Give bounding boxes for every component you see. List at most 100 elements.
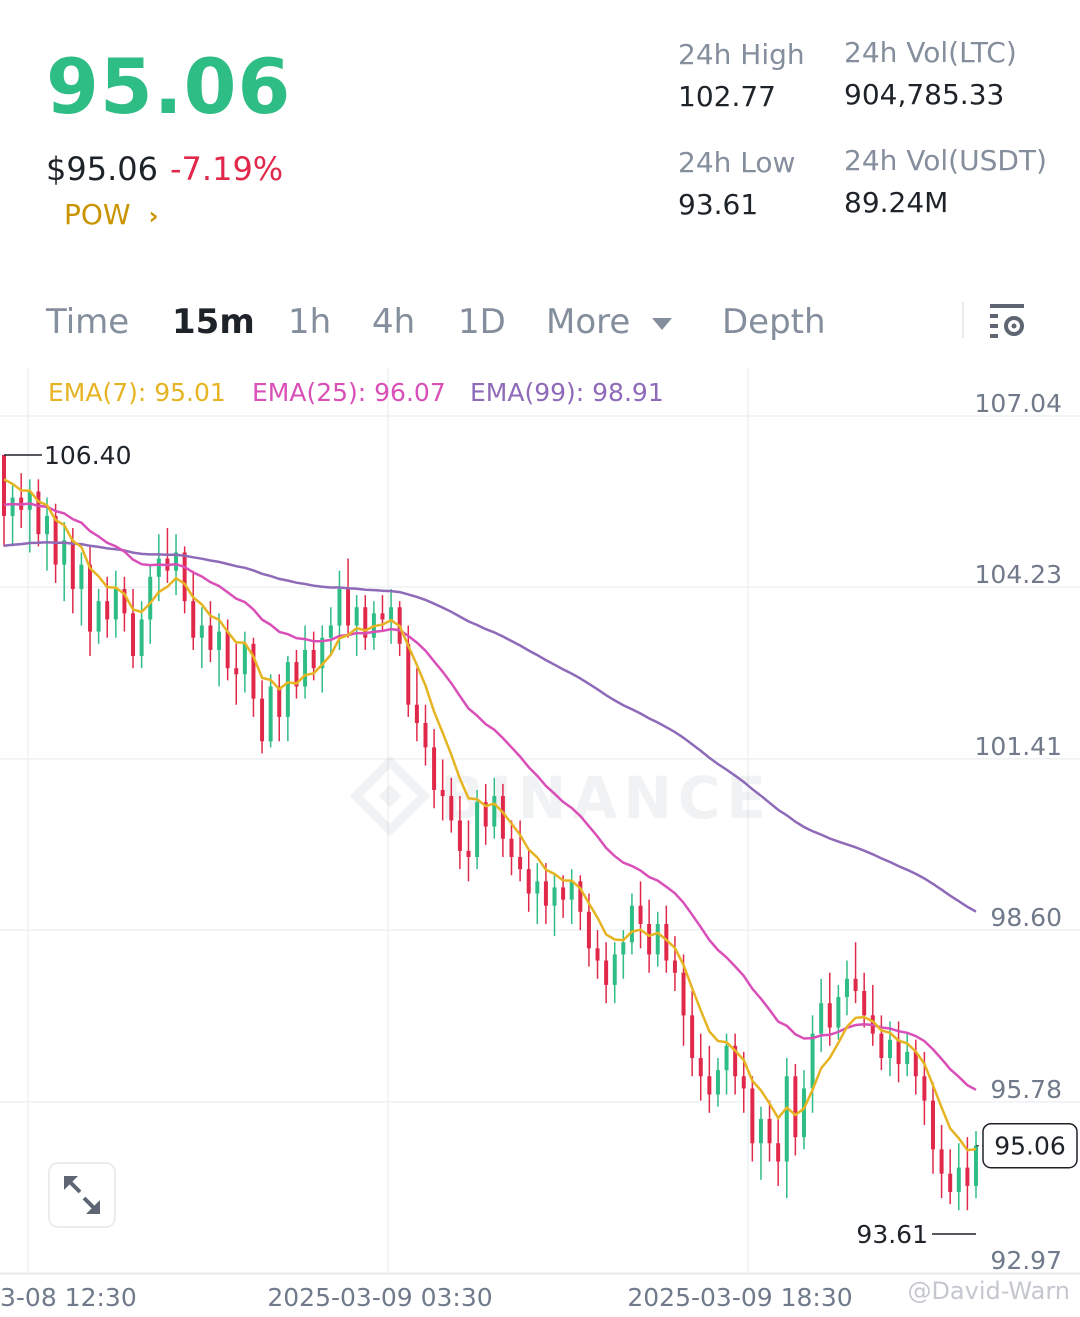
y-tick-label: 107.04 [975,389,1062,418]
candle-down [423,722,428,748]
pow-tag-link[interactable]: POW › [64,198,159,231]
candle-up [320,637,325,669]
candle-up [569,881,574,900]
candle-down [2,454,6,516]
candle-down [586,911,591,949]
candle-up [303,649,308,687]
ema25-legend: EMA(25): 96.07 [252,378,446,407]
tab-depth[interactable]: Depth [722,302,826,342]
candle-down [449,796,454,821]
candle-up [612,954,617,985]
candle-up [844,978,849,998]
candle-up [10,497,15,516]
candle-down [518,856,523,870]
candle-down [948,1173,953,1192]
candle-down [526,869,531,894]
candle-up [45,515,50,535]
candle-up [62,540,67,565]
candle-up [337,588,342,626]
candle-down [105,601,110,620]
tab-more-label: More [546,302,631,342]
candle-up [535,881,540,894]
tab-more[interactable]: More [546,302,673,342]
candle-down [913,1051,918,1077]
candle-down [896,1039,901,1065]
candle-down [346,588,351,626]
tab-1h[interactable]: 1h [288,302,332,342]
tab-divider [962,302,964,338]
candle-down [690,1015,695,1058]
candle-up [819,1003,824,1034]
price-change-percent: -7.19% [170,150,284,188]
candle-down [311,649,316,669]
tab-4h[interactable]: 4h [372,302,416,342]
caret-down-icon [652,317,673,330]
expand-chart-button[interactable] [48,1162,116,1228]
candlestick-chart[interactable]: BINANCE 107.04 104.23 101.41 98.60 95.78 92.9… [0,368,1080,1317]
candle-down [767,1118,772,1144]
candle-up [552,887,557,906]
candle-down [234,668,239,675]
candle-down [733,1045,738,1077]
candle-up [836,997,841,1028]
stat-low-label: 24h Low [678,146,796,179]
y-tick-label: 98.60 [990,903,1062,932]
chevron-right-icon: › [148,202,159,230]
candle-up [724,1045,729,1071]
candle-down [88,564,93,632]
x-tick-label: 2025-03-09 18:30 [627,1283,852,1312]
tab-15m[interactable]: 15m [172,302,255,342]
candle-down [277,686,282,717]
candle-up [268,686,273,742]
candle-down [879,1033,884,1058]
stat-vol-quote-label: 24h Vol(USDT) [844,144,1047,177]
user-watermark: @David-Warn [907,1277,1070,1305]
binance-watermark-text: BINANCE [440,764,772,832]
price-usd: $95.06 [46,150,158,188]
y-tick-label: 95.78 [990,1075,1062,1104]
chart-grid [0,368,1080,1275]
candle-up [887,1039,892,1058]
period-high-label: 106.40 [44,441,131,470]
candle-down [260,698,265,742]
price-annotations: 106.40 93.61 95.06 [4,441,1078,1249]
candle-down [638,905,643,924]
candle-down [294,662,299,687]
candle-down [930,1100,935,1150]
candle-down [380,613,385,620]
candle-down [53,515,58,565]
candle-down [578,881,583,912]
candle-down [457,820,462,851]
ema99-line [3,541,977,913]
candle-up [715,1070,720,1095]
last-price-label: 95.06 [994,1132,1066,1161]
stat-low-value: 93.61 [678,188,759,221]
pow-tag-label: POW [64,198,131,231]
candle-up [956,1167,961,1192]
candle-down [509,838,514,857]
candle-up [285,662,290,717]
candle-up [974,1145,978,1186]
candle-up [217,631,222,650]
candle-down [939,1149,944,1174]
candle-up [629,905,634,943]
candle-down [363,607,368,638]
chart-canvas: BINANCE 107.04 104.23 101.41 98.60 95.78 92.9… [0,368,1080,1312]
candle-down [500,796,505,839]
candle-up [475,802,480,857]
tab-time[interactable]: Time [46,302,130,342]
candle-up [139,619,144,656]
tab-1d[interactable]: 1D [458,302,506,342]
candle-up [156,558,161,577]
candle-down [406,643,411,705]
candle-down [750,1088,755,1144]
last-price: 95.06 [46,42,292,131]
candle-down [70,540,75,589]
candle-up [801,1088,806,1138]
chart-settings-icon[interactable] [988,300,1028,340]
binance-watermark: BINANCE [349,755,772,837]
binance-logo-icon [349,755,431,837]
stat-high-value: 102.77 [678,80,776,113]
candle-up [79,564,84,589]
candle-down [827,1003,832,1028]
